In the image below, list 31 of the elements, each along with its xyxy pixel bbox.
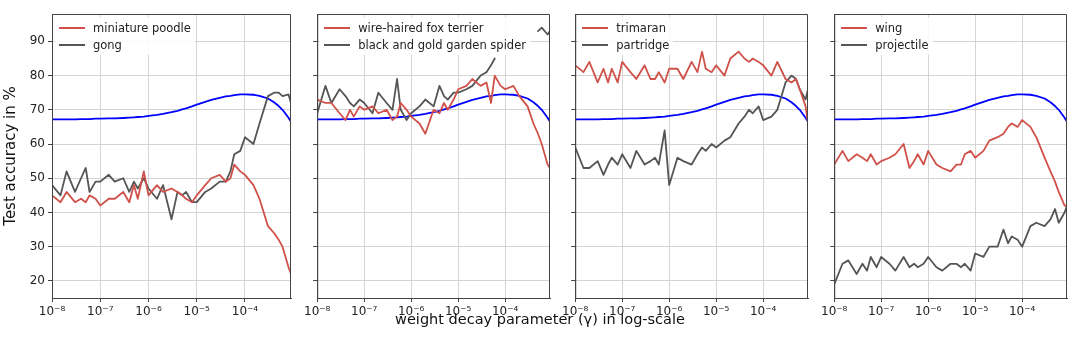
- y-tick-label: 50: [29, 170, 45, 185]
- x-tick-label: 10⁻⁷: [87, 304, 114, 319]
- legend-label: gong: [93, 37, 122, 52]
- x-tick-label: 10⁻⁴: [749, 304, 777, 319]
- x-tick-label: 10⁻⁵: [961, 304, 989, 319]
- y-tick-label: 30: [29, 238, 45, 253]
- legend-label: black and gold garden spider: [358, 37, 526, 52]
- x-tick-label: 10⁻⁵: [183, 304, 211, 319]
- x-tick-label: 10⁻⁵: [702, 304, 730, 319]
- x-tick-label: 10⁻⁸: [38, 304, 66, 319]
- x-tick-label: 10⁻⁴: [1008, 304, 1036, 319]
- y-tick-label: 90: [29, 33, 45, 48]
- x-tick-label: 10⁻⁶: [914, 304, 942, 319]
- y-tick-label: 80: [29, 67, 45, 82]
- legend-label: miniature poodle: [93, 20, 191, 35]
- y-axis-title: Test accuracy in %: [0, 86, 19, 227]
- y-tick-label: 20: [29, 273, 45, 288]
- legend-label: trimaran: [616, 20, 666, 35]
- x-tick-label: 10⁻⁶: [135, 304, 162, 319]
- y-tick-label: 70: [29, 101, 45, 116]
- x-tick-label: 10⁻⁷: [350, 304, 378, 319]
- legend-label: wing: [875, 20, 903, 35]
- legend-label: partridge: [616, 37, 670, 52]
- y-tick-label: 60: [29, 136, 45, 151]
- legend-label: wire-haired fox terrier: [358, 20, 484, 35]
- y-tick-label: 40: [29, 204, 45, 219]
- legend-label: projectile: [875, 37, 929, 52]
- x-tick-label: 10⁻⁸: [821, 304, 848, 319]
- x-tick-label: 10⁻⁴: [231, 304, 259, 319]
- x-tick-label: 10⁻⁸: [304, 304, 331, 319]
- x-tick-label: 10⁻⁷: [867, 304, 895, 319]
